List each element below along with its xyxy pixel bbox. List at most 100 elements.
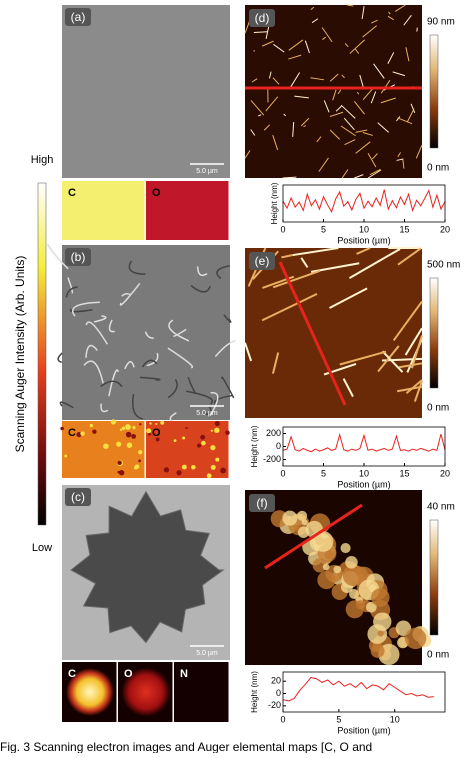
auger-speck [64,455,67,458]
afm-flake [297,511,307,521]
afm-flake [302,519,308,525]
auger-speck [92,430,96,434]
auger-speck [214,428,219,433]
profile-trace [283,434,445,452]
afm-min: 0 nm [427,403,449,414]
x-tick-label: 0 [280,468,285,478]
auger-speck [225,430,230,435]
scale-label: 5.0 µm [196,410,218,417]
auger-speck [176,470,181,475]
panel-label: (b) [71,250,86,264]
y-axis-label: Height (nm) [270,182,279,224]
auger-speck [197,443,201,447]
afm-flake [405,628,426,649]
y-axis-label: Height (nm) [250,671,259,713]
colorbar-low: Low [32,542,52,554]
x-tick-label: 15 [399,224,409,234]
afm-image [245,248,422,418]
y-tick-label: 0 [276,441,281,451]
afm-flake [317,571,335,589]
auger-speck [207,473,212,478]
x-tick-label: 5 [321,224,326,234]
auger-speck [182,465,187,470]
auger-speck [200,435,205,440]
x-tick-label: 0 [280,224,285,234]
auger-speck [125,424,131,430]
plot-frame [283,185,445,222]
auger-speck [160,421,164,425]
afm-flake [325,550,334,559]
auger-speck [132,426,135,429]
auger-speck [116,442,121,447]
auger-speck [215,458,219,462]
auger-speck [146,428,151,433]
caption: Fig. 3 Scanning electron images and Auge… [0,740,372,753]
x-tick-label: 0 [280,714,285,724]
map-element: C [68,427,76,439]
x-tick-label: 15 [399,468,409,478]
auger-speck [80,431,84,435]
colorbar-title: Scanning Auger Intensity (Arb. Units) [13,256,27,453]
auger-speck [90,424,93,427]
afm-min: 0 nm [427,163,449,174]
afm-colorbar [430,35,438,148]
x-axis-label: Position (µm) [337,235,390,245]
map-element: O [152,427,161,439]
panel-label: (c) [71,490,85,504]
panel-label: (f) [256,496,267,510]
y-tick-label: 0 [276,688,281,698]
x-tick-label: 10 [390,714,400,724]
auger-speck [210,445,215,450]
plot-frame [283,672,445,712]
auger-speck [122,427,125,430]
y-tick-label: -20 [268,700,281,710]
x-tick-label: 5 [336,714,341,724]
x-axis-label: Position (µm) [337,725,390,735]
scale-label: 5.0 µm [196,168,218,175]
auger-speck [174,439,177,442]
panel-label: (d) [255,11,270,25]
afm-flake [345,556,358,569]
map-element: C [68,668,76,680]
afm-flake [371,644,385,658]
colorbar-high: High [31,154,54,166]
auger-speck [211,465,216,470]
profile-trace [283,190,445,212]
auger-speck [191,465,196,470]
profile-trace [283,678,434,701]
afm-flake [282,511,297,526]
auger-speck [127,442,132,447]
afm-flake [378,630,384,636]
auger-speck [139,423,141,425]
auger-speck [164,467,169,472]
y-tick-label: 20 [271,676,281,686]
afm-colorbar [430,278,438,388]
y-axis-label: Height (nm) [250,425,259,467]
auger-speck [131,434,136,439]
auger-speck [111,419,116,424]
map-element: C [68,187,76,199]
afm-max: 40 nm [427,502,455,513]
auger-speck [182,437,185,440]
afm-min: 0 nm [427,650,449,661]
afm-flake [333,566,341,574]
auger-speck [220,468,226,474]
afm-flake [341,543,351,553]
y-tick-label: 200 [266,428,281,438]
auger-speck [60,427,64,431]
x-tick-label: 20 [440,224,450,234]
auger-speck [185,427,187,429]
scale-label: 5.0 µm [196,650,218,657]
x-tick-label: 20 [440,468,450,478]
afm-flake [356,600,365,609]
afm-colorbar [430,520,438,635]
afm-max: 90 nm [427,17,455,28]
auger-speck [148,433,151,436]
auger-speck [117,461,121,465]
y-tick-label: -200 [263,454,281,464]
x-tick-label: 10 [359,468,369,478]
afm-flake [371,588,390,607]
x-axis-label: Position (µm) [337,479,390,489]
